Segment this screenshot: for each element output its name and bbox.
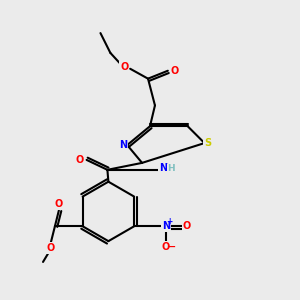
Text: S: S xyxy=(204,138,211,148)
Text: O: O xyxy=(182,221,191,231)
Text: −: − xyxy=(168,242,176,252)
Text: O: O xyxy=(55,200,63,209)
Text: O: O xyxy=(47,243,55,253)
Text: N: N xyxy=(159,163,167,173)
Text: O: O xyxy=(171,66,179,76)
Text: +: + xyxy=(167,217,173,226)
Text: N: N xyxy=(162,221,170,231)
Text: O: O xyxy=(76,155,84,165)
Text: O: O xyxy=(120,62,128,72)
Text: H: H xyxy=(167,164,175,173)
Text: O: O xyxy=(162,242,170,252)
Text: N: N xyxy=(119,140,127,150)
